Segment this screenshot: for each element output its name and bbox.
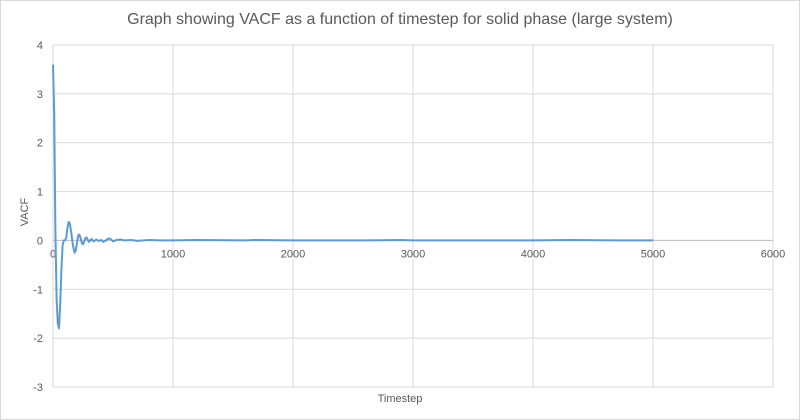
x-axis-title: Timestep [377,393,423,405]
y-tick-label: -1 [33,284,43,296]
y-tick-label: 2 [37,138,43,150]
x-tick-label: 2000 [281,248,305,260]
y-tick-label: 1 [37,187,43,199]
chart-title: Graph showing VACF as a function of time… [127,11,673,28]
y-tick-label: 4 [37,40,43,52]
x-tick-label: 6000 [761,248,785,260]
y-tick-label: -3 [33,382,43,394]
x-tick-label: 0 [50,248,56,260]
y-tick-label: 3 [37,89,43,101]
x-tick-label: 1000 [161,248,185,260]
y-tick-label: -2 [33,333,43,345]
x-tick-label: 3000 [401,248,425,260]
x-tick-label: 4000 [521,248,545,260]
y-tick-label: 0 [37,235,43,247]
x-tick-label: 5000 [641,248,665,260]
vacf-series-line [52,64,653,330]
